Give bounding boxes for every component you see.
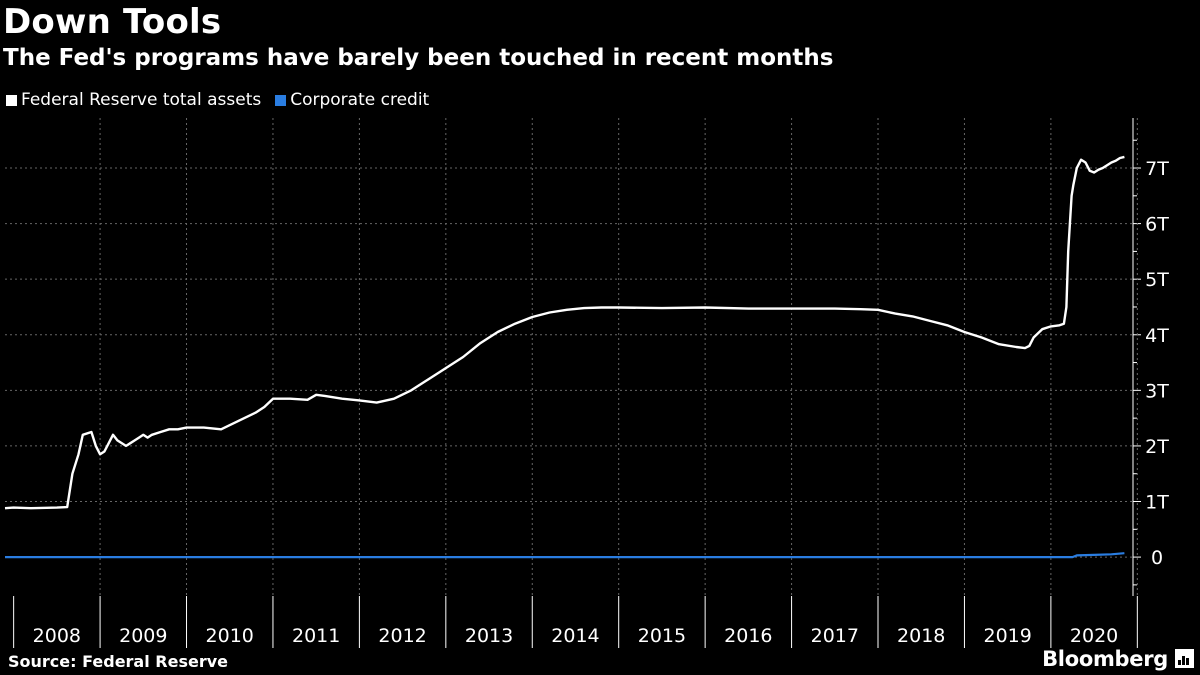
y-tick-label: 1T [1145, 492, 1169, 514]
legend-label-assets: Federal Reserve total assets [21, 90, 262, 110]
bloomberg-logo: Bloomberg [1042, 647, 1168, 671]
x-tick-label: 2018 [897, 625, 945, 647]
x-tick-label: 2016 [724, 625, 772, 647]
y-tick-label: 2T [1145, 436, 1169, 458]
legend-swatch-credit [275, 94, 287, 106]
series-line-assets [4, 155, 1125, 510]
chart-subtitle: The Fed's programs have barely been touc… [3, 45, 834, 71]
y-tick-label: 7T [1145, 158, 1169, 180]
x-tick-label: 2008 [33, 625, 81, 647]
x-tick-label: 2013 [465, 625, 513, 647]
y-tick-label: 6T [1145, 214, 1169, 236]
chart-title: Down Tools [3, 2, 222, 42]
x-tick-label: 2011 [292, 625, 340, 647]
y-tick-label: 0 [1151, 547, 1163, 569]
x-tick-label: 2009 [119, 625, 167, 647]
series-line-credit [5, 552, 1125, 559]
x-tick-label: 2017 [811, 625, 859, 647]
x-tick-label: 2012 [378, 625, 426, 647]
y-tick-label: 3T [1145, 380, 1169, 402]
y-tick-label: 4T [1145, 325, 1169, 347]
legend-item-credit: Corporate credit [275, 90, 429, 110]
x-tick-label: 2020 [1070, 625, 1118, 647]
y-tick-label: 5T [1145, 269, 1169, 291]
legend-label-credit: Corporate credit [290, 90, 430, 110]
bloomberg-bars-icon [1175, 649, 1194, 668]
x-tick-label: 2015 [638, 625, 686, 647]
legend-swatch-assets [6, 94, 17, 106]
x-tick-label: 2010 [206, 625, 254, 647]
chart-legend: Federal Reserve total assets Corporate c… [6, 90, 443, 110]
source-note: Source: Federal Reserve [8, 652, 228, 671]
x-tick-label: 2014 [551, 625, 599, 647]
legend-item-assets: Federal Reserve total assets [6, 90, 261, 110]
x-tick-label: 2019 [983, 625, 1031, 647]
